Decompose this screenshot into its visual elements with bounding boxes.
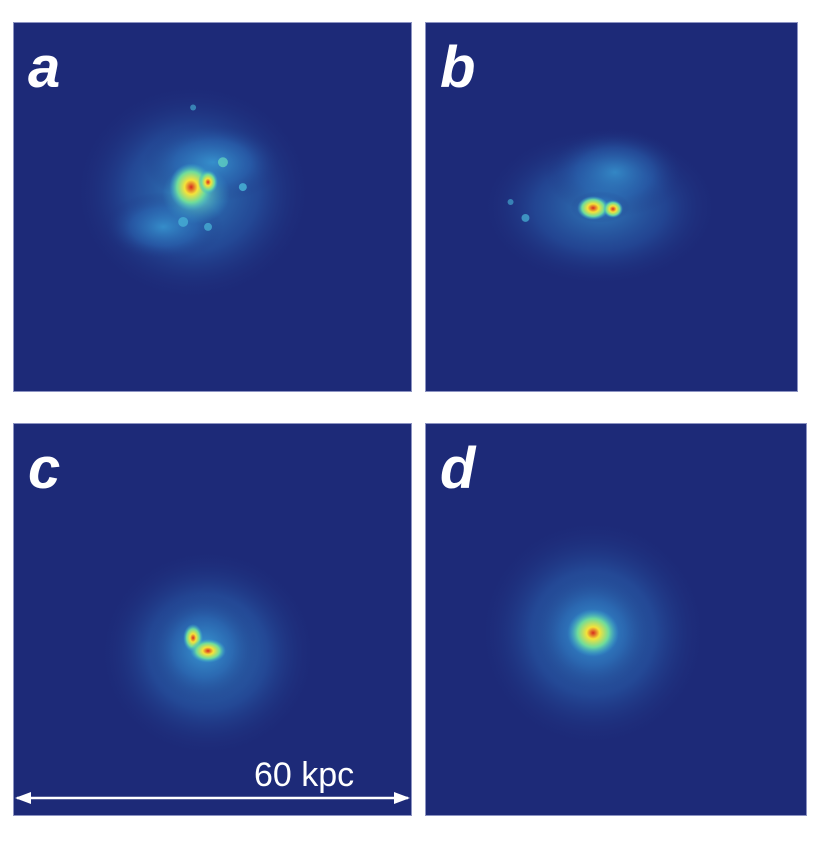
panel-d: d: [425, 423, 807, 816]
panel-label: c: [28, 436, 61, 501]
galaxy-image-c: [98, 548, 318, 758]
galaxy-image-d: [478, 518, 708, 748]
panel-label: a: [28, 35, 61, 100]
panel-label: b: [440, 35, 476, 100]
panel-label: d: [440, 436, 476, 501]
scale-bar-arrow: [15, 792, 410, 804]
scale-bar-label: 60 kpc: [254, 756, 355, 794]
panel-c: c: [13, 423, 412, 816]
panel-a: a: [13, 22, 412, 392]
panel-b: b: [425, 22, 798, 392]
galaxy-image-a: [73, 82, 313, 302]
galaxy-image-b: [480, 127, 720, 287]
